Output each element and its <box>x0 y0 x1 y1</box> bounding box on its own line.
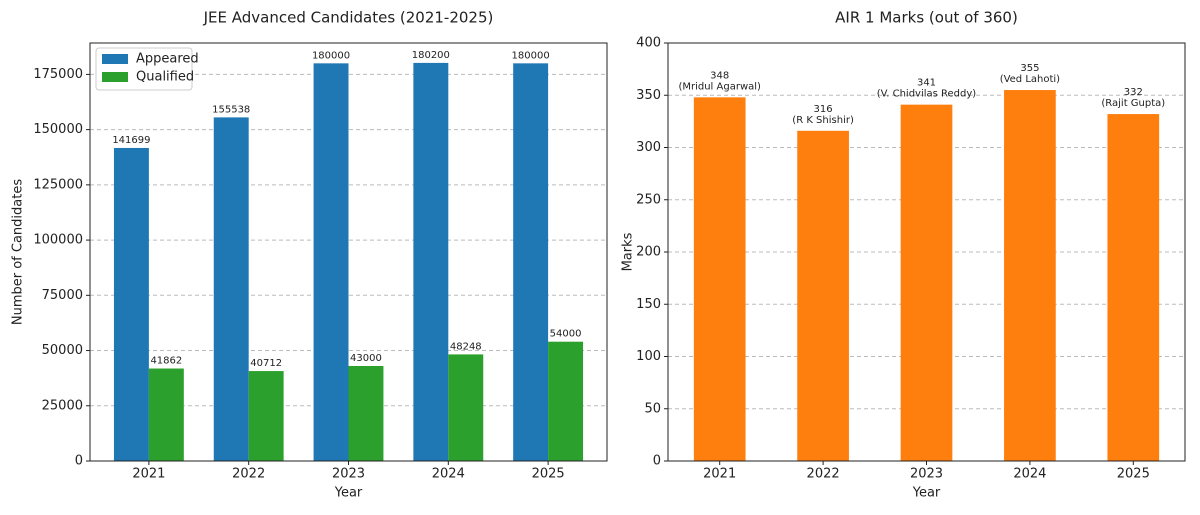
name-label: (Ved Lahoti) <box>1000 74 1060 85</box>
bar <box>548 341 584 461</box>
y-tick-label: 100000 <box>33 233 83 248</box>
x-axis-label: Year <box>912 486 941 501</box>
bar <box>693 97 746 461</box>
bar <box>1107 114 1160 461</box>
chart-title: AIR 1 Marks (out of 360) <box>835 9 1018 27</box>
x-tick-label: 2023 <box>910 467 943 482</box>
name-label: (Rajit Gupta) <box>1101 98 1165 109</box>
value-label: 54000 <box>550 329 582 340</box>
y-axis-label: Number of Candidates <box>11 179 26 325</box>
value-label: 180000 <box>512 50 550 61</box>
bar <box>348 366 384 461</box>
y-tick-label: 0 <box>75 454 83 469</box>
x-tick-label: 2021 <box>132 467 165 482</box>
y-tick-label: 25000 <box>42 398 83 413</box>
bar <box>797 130 849 461</box>
y-tick-label: 250 <box>636 192 661 207</box>
value-label: 332 <box>1124 87 1143 98</box>
bar <box>900 104 953 461</box>
bar <box>313 63 349 462</box>
value-label: 141699 <box>112 135 150 146</box>
bar <box>413 62 449 462</box>
bar <box>213 117 249 461</box>
x-tick-label: 2023 <box>332 467 365 482</box>
name-label: (Mridul Agarwal) <box>678 81 761 92</box>
x-tick-label: 2025 <box>1117 467 1150 482</box>
value-label: 316 <box>814 104 833 115</box>
x-axis-label: Year <box>334 486 363 501</box>
value-label: 48248 <box>450 341 482 352</box>
x-tick-label: 2022 <box>232 467 265 482</box>
x-tick-label: 2024 <box>1013 467 1046 482</box>
value-label: 180000 <box>312 50 350 61</box>
name-label: (V. Chidvilas Reddy) <box>877 89 977 100</box>
bar <box>148 368 184 461</box>
bar <box>248 371 284 461</box>
bar <box>513 63 549 462</box>
y-tick-label: 50 <box>644 401 661 416</box>
y-tick-label: 400 <box>636 36 661 51</box>
legend-swatch <box>102 54 128 64</box>
bar <box>1004 90 1056 462</box>
value-label: 155538 <box>212 104 250 115</box>
name-label: (R K Shishir) <box>792 115 854 126</box>
y-tick-label: 150000 <box>33 122 83 137</box>
y-tick-label: 50000 <box>42 343 83 358</box>
bar <box>448 354 484 461</box>
y-tick-label: 0 <box>653 454 661 469</box>
legend-label: Appeared <box>136 52 199 67</box>
y-tick-label: 125000 <box>33 177 83 192</box>
y-axis-label: Marks <box>621 232 636 271</box>
y-tick-label: 100 <box>636 349 661 364</box>
value-label: 355 <box>1020 63 1039 74</box>
x-tick-label: 2021 <box>703 467 736 482</box>
bar <box>113 147 149 461</box>
legend-swatch <box>102 72 128 82</box>
y-tick-label: 150 <box>636 297 661 312</box>
y-tick-label: 350 <box>636 88 661 103</box>
y-tick-label: 75000 <box>42 288 83 303</box>
value-label: 40712 <box>250 358 282 369</box>
legend-label: Qualified <box>136 70 194 85</box>
chart-title: JEE Advanced Candidates (2021-2025) <box>203 9 494 27</box>
y-tick-label: 300 <box>636 140 661 155</box>
x-tick-label: 2022 <box>807 467 840 482</box>
legend: Appeared Qualified <box>95 47 199 91</box>
value-label: 348 <box>710 70 729 81</box>
value-label: 41862 <box>150 356 182 367</box>
y-tick-label: 200 <box>636 245 661 260</box>
x-tick-label: 2024 <box>432 467 465 482</box>
y-tick-label: 175000 <box>33 67 83 82</box>
x-tick-label: 2025 <box>532 467 565 482</box>
plot-frame <box>667 42 1186 462</box>
value-label: 43000 <box>350 353 382 364</box>
plot-frame <box>89 42 608 462</box>
value-label: 341 <box>917 78 936 89</box>
value-label: 180200 <box>412 50 450 61</box>
